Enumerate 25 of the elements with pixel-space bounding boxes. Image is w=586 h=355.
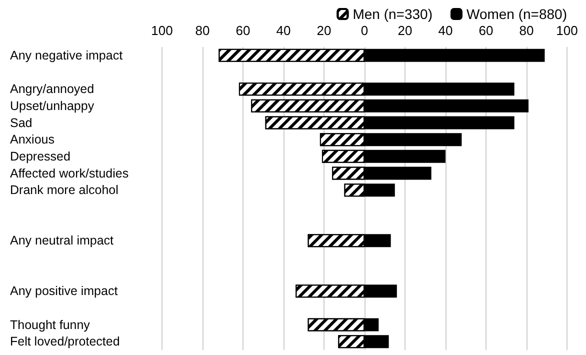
x-tick-label: 40 <box>276 23 291 38</box>
x-tick-label: 60 <box>478 23 494 38</box>
x-tick-label: 80 <box>519 23 534 38</box>
x-tick-label: 60 <box>236 23 250 38</box>
y-tick-label: Felt loved/protected <box>10 334 120 349</box>
y-tick-label: Thought funny <box>10 318 91 332</box>
legend-label: Men (n=330) <box>352 6 432 22</box>
y-tick-label: Any neutral impact <box>10 234 114 248</box>
y-tick-label: Sad <box>10 116 32 130</box>
x-tick-label: 0 <box>360 23 368 38</box>
y-tick-label: Upset/unhappy <box>10 98 95 113</box>
x-tick-label: 80 <box>195 23 210 38</box>
y-tick-label: Any positive impact <box>10 284 118 298</box>
y-tick-label: Depressed <box>10 149 70 164</box>
y-tick-label: Anxious <box>10 132 54 147</box>
x-tick-label: 20 <box>316 23 332 38</box>
y-tick-label: Any negative impact <box>10 48 124 62</box>
x-tick-label: 100 <box>151 23 173 38</box>
x-tick-label: 40 <box>438 23 453 38</box>
x-tick-label: 20 <box>398 23 412 38</box>
x-tick-label: 100 <box>556 23 578 38</box>
y-tick-label: Affected work/studies <box>10 166 129 180</box>
y-tick-label: Drank more alcohol <box>10 183 118 198</box>
y-tick-label: Angry/annoyed <box>10 82 94 96</box>
legend-label: Women (n=880) <box>466 6 567 22</box>
